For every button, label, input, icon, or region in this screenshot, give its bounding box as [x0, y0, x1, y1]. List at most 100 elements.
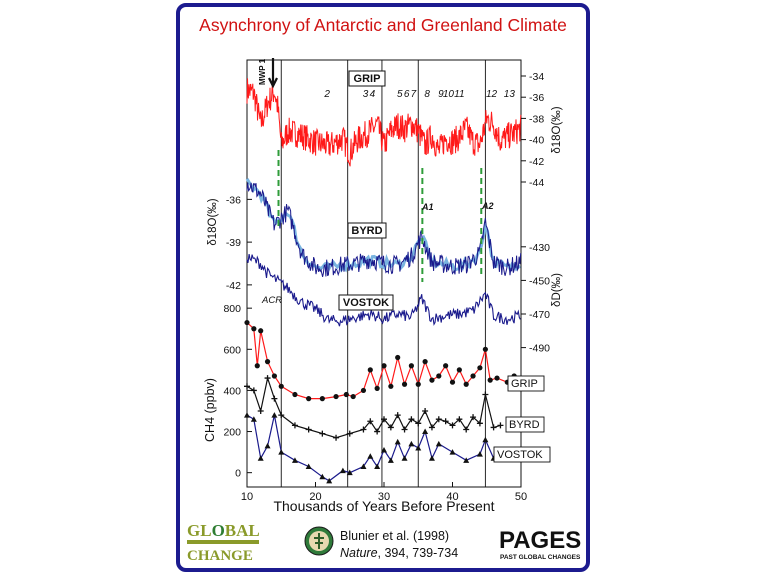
byrd-y-tick-label: -36 [226, 194, 241, 206]
ch4-y-tick-label: 200 [223, 427, 241, 439]
interstadial-label: 13 [504, 89, 516, 100]
vostok-y-axis-title: δD(‰) [551, 273, 563, 307]
ch4-vostok-point [360, 463, 367, 469]
grip-y-tick-label: -38 [529, 113, 544, 125]
annotation-a1: A1 [421, 202, 434, 212]
annotation-mwp: MWP 1 [258, 58, 267, 85]
ch4-byrd-point [497, 422, 504, 429]
annotation-acr: ACR [261, 295, 282, 306]
grip-d18o-line [246, 78, 522, 167]
ch4-grip-point [443, 363, 449, 369]
grip-y-tick-label: -34 [529, 71, 544, 83]
interstadial-label: 3 [363, 89, 369, 100]
ch4-grip-point [350, 393, 356, 400]
ch4-byrd-point [394, 412, 401, 419]
ch4-grip-point [343, 391, 349, 398]
ch4-vostok-point [482, 436, 489, 443]
ch4-byrd-point [319, 430, 326, 437]
ch4-byrd-point [271, 395, 278, 402]
ch4-byrd-point [346, 430, 353, 437]
ch4-byrd-point [305, 426, 312, 433]
ch4-vostok-point [271, 412, 278, 418]
ch4-vostok-point [326, 477, 333, 484]
ch4-vostok-point [401, 455, 408, 461]
interstadial-label: 4 [370, 89, 376, 100]
grip-y-tick-label: -36 [529, 92, 544, 104]
ch4-byrd-point [449, 422, 456, 429]
x-tick-label: 50 [515, 491, 527, 503]
ch4-grip-point [244, 319, 250, 326]
logo-text-bal: BAL [225, 521, 260, 540]
interstadial-label: 5 [397, 89, 403, 100]
svg-text:GLOBAL: GLOBAL [187, 521, 260, 540]
ch4-byrd-point [374, 428, 381, 435]
ch4-byrd-point [428, 424, 435, 431]
ch4-grip-point [449, 379, 456, 385]
ch4-vostok-point [422, 428, 429, 435]
vostok-dd-line [246, 253, 521, 327]
ch4-vostok-point [428, 455, 435, 461]
label-ch4-grip: GRIP [511, 378, 538, 390]
interstadial-label: 12 [486, 89, 498, 100]
ch4-grip-point [251, 326, 257, 332]
ch4-grip-line [246, 322, 515, 400]
ch4-y-tick-label: 0 [235, 468, 241, 480]
byrd-d18o-line [246, 182, 522, 278]
ch4-grip-point [306, 396, 312, 402]
grip-y-axis-title: δ18O(‰) [551, 106, 563, 153]
pages-logo-text: PAGES [499, 527, 581, 554]
ch4-vostok-point [319, 473, 326, 480]
ch4-grip-point [477, 365, 483, 371]
vostok-y-tick-label: -470 [529, 309, 550, 321]
interstadial-label: 11 [454, 89, 464, 100]
byrd-y-tick-label: -39 [226, 237, 241, 249]
x-tick-label: 40 [446, 491, 458, 503]
ch4-y-tick-label: 400 [223, 385, 241, 397]
label-vostok: VOSTOK [343, 297, 389, 309]
ch4-grip-point [487, 377, 493, 383]
ch4-byrd-point [401, 426, 408, 433]
ch4-vostok-point [387, 457, 394, 463]
label-grip: GRIP [354, 73, 381, 85]
label-ch4-byrd-box [505, 416, 545, 433]
interstadial-label: 7 [411, 89, 417, 100]
ch4-vostok-point [257, 455, 264, 461]
ch4-vostok-point [381, 447, 387, 453]
label-ch4-byrd: BYRD [509, 419, 540, 431]
byrd-y-axis-title: δ18O(‰) [207, 198, 219, 245]
ch4-grip-point [254, 363, 260, 369]
byrd-y-tick-label: -42 [226, 280, 241, 292]
ch4-grip-point [456, 367, 462, 373]
ch4-vostok-line [246, 414, 505, 482]
ch4-vostok-point [415, 444, 422, 451]
ch4-vostok-point [339, 467, 346, 474]
ch4-grip-point [360, 387, 367, 394]
ch4-byrd-point [244, 383, 250, 390]
ch4-byrd-point [463, 426, 470, 433]
interstadial-label: 2 [323, 89, 330, 100]
ch4-vostok-point [278, 449, 285, 455]
ch4-y-tick-label: 800 [223, 303, 241, 315]
ch4-vostok-point [264, 442, 271, 449]
ch4-vostok-point [408, 440, 415, 447]
chart-title: Asynchrony of Antarctic and Greenland Cl… [199, 15, 567, 35]
ch4-byrd-point [257, 407, 264, 414]
label-ch4-vostok: VOSTOK [497, 449, 543, 461]
ch4-vostok-point [291, 457, 298, 463]
ch4-byrd-point [291, 422, 298, 429]
ch4-grip-point [374, 385, 380, 391]
ch4-byrd-point [360, 426, 367, 433]
ch4-y-tick-label: 600 [223, 344, 241, 356]
ch4-grip-point [319, 396, 325, 402]
mwp-arrow-icon [268, 58, 278, 89]
ch4-byrd-point [408, 416, 415, 423]
logo-text-change: CHANGE [187, 548, 253, 564]
interstadial-label: 8 [424, 89, 430, 100]
ch4-byrd-point [367, 418, 374, 425]
ch4-grip-point [367, 367, 373, 373]
ch4-grip-point [436, 373, 442, 379]
ch4-vostok-point [435, 440, 442, 447]
ch4-grip-point [333, 393, 339, 400]
ch4-byrd-point [470, 414, 477, 421]
